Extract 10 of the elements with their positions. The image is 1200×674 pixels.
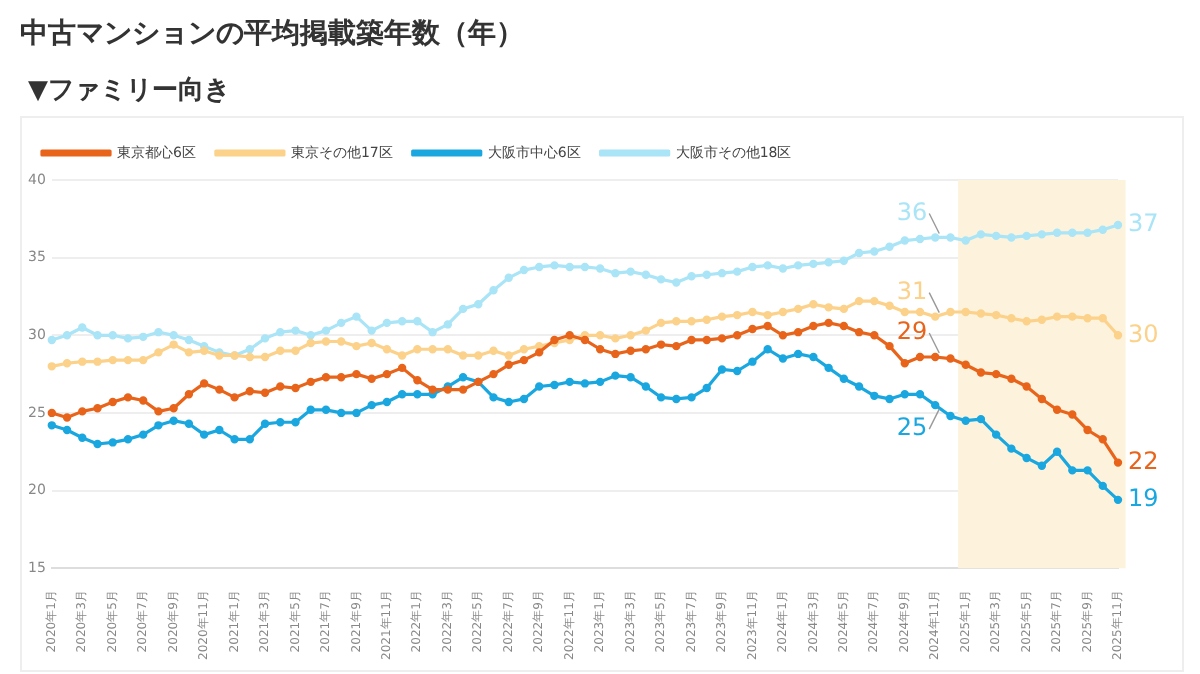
- annotation: 22: [1128, 446, 1159, 475]
- annotation: 30: [1128, 319, 1159, 348]
- annotation: 25: [896, 413, 928, 442]
- chart-title: 中古マンションの平均掲載築年数（年）: [20, 16, 524, 52]
- annotation: 37: [1128, 209, 1159, 238]
- annotation: 36: [896, 197, 928, 226]
- annotation: 31: [896, 276, 928, 305]
- chart-subtitle: ▼ファミリー向き: [28, 74, 230, 108]
- annotation: 19: [1128, 484, 1159, 513]
- annotation: 29: [896, 317, 928, 346]
